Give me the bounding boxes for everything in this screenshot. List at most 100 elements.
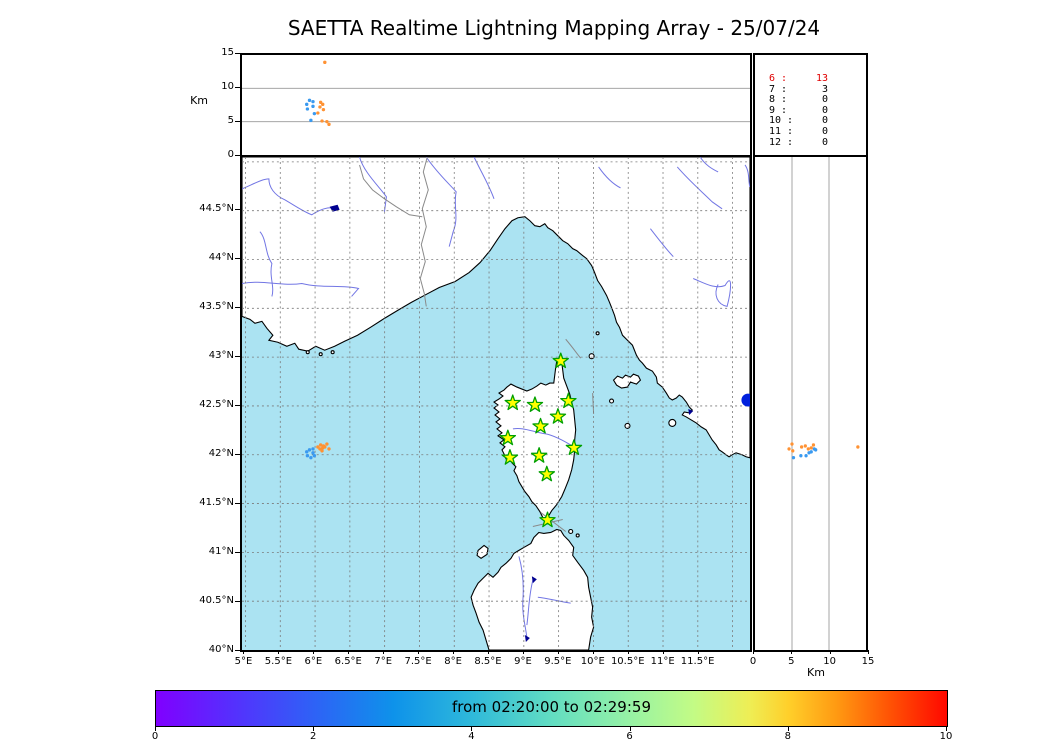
sardinia-coast xyxy=(470,528,595,650)
tick-mark xyxy=(418,650,420,654)
tick-mark xyxy=(235,453,240,455)
station-count-rows: 6 : 13 7 : 3 8 : 0 9 : 0 10 : 0 11 : 0 12 : 0 xyxy=(755,55,866,148)
giglio-island xyxy=(668,418,677,427)
lightning-source-dot xyxy=(320,119,324,123)
tick-mark xyxy=(787,727,789,731)
right-altitude-axis-label: Km xyxy=(807,666,825,679)
lightning-source-dot xyxy=(327,447,331,451)
tick-mark xyxy=(235,600,240,602)
tick-mark xyxy=(235,121,240,122)
rivers-layer xyxy=(242,157,750,639)
tick-mark xyxy=(471,727,473,731)
lightning-source-dot xyxy=(803,444,807,448)
longitude-tick-label: 11°E xyxy=(650,656,675,667)
tick-mark xyxy=(557,650,559,654)
colorbar-tick-label: 2 xyxy=(310,731,317,742)
tick-mark xyxy=(235,208,240,210)
right-altitude-tick-label: 5 xyxy=(788,656,795,667)
station-count-table: 6 : 13 7 : 3 8 : 0 9 : 0 10 : 0 11 : 0 12 : 0 xyxy=(753,53,868,157)
map-data-layer xyxy=(305,352,750,528)
tick-mark xyxy=(235,404,240,406)
tick-mark xyxy=(868,650,869,654)
latitude-tick-label: 40.5°N xyxy=(199,594,234,606)
lakes-layer xyxy=(329,204,694,643)
map-panel xyxy=(240,155,752,652)
station-count-key: 8 : xyxy=(769,94,788,106)
lightning-source-dot xyxy=(811,443,816,447)
maddalena-island-2 xyxy=(575,533,580,538)
lightning-source-dot xyxy=(856,445,860,449)
lightning-source-dot xyxy=(323,60,327,64)
tick-mark xyxy=(235,155,240,156)
station-count-row: 7 : 3 xyxy=(769,83,858,96)
longitude-tick-label: 8°E xyxy=(444,656,462,667)
altitude-latitude-plot xyxy=(787,157,860,650)
longitude-tick-label: 9°E xyxy=(514,656,532,667)
station-count-key: 7 : xyxy=(769,83,788,95)
lightning-source-dot xyxy=(325,120,329,124)
tick-mark xyxy=(235,87,240,88)
lightning-source-dot xyxy=(787,447,791,451)
station-count-row: 8 : 0 xyxy=(769,95,858,106)
station-count-value: 0 xyxy=(821,115,828,127)
station-star xyxy=(499,429,517,446)
station-count-key: 9 : xyxy=(769,104,788,116)
asinara-island xyxy=(476,544,489,560)
lightning-source-dot xyxy=(307,98,312,102)
tick-mark xyxy=(235,306,240,308)
lightning-source-dot xyxy=(316,445,320,449)
longitude-tick-label: 10°E xyxy=(580,656,605,667)
station-star xyxy=(565,439,583,456)
station-star xyxy=(504,394,521,411)
lightning-source-dot xyxy=(311,104,315,108)
tick-mark xyxy=(313,727,315,731)
lightning-source-dot xyxy=(305,454,310,458)
tick-mark xyxy=(627,650,629,654)
lightning-source-dot xyxy=(309,118,313,123)
lightning-source-dot xyxy=(320,449,324,453)
altitude-tick-label: 15 xyxy=(221,47,234,58)
station-count-value: 0 xyxy=(821,136,828,148)
capraia-island xyxy=(588,353,595,360)
altitude-longitude-plot xyxy=(242,60,750,127)
station-star xyxy=(552,352,569,369)
colorbar-tick-label: 6 xyxy=(626,731,633,742)
colorbar-tick-label: 4 xyxy=(468,731,475,742)
map-svg xyxy=(242,157,750,650)
lightning-source-dot xyxy=(791,455,796,460)
coastline-layer xyxy=(242,157,750,650)
lightning-source-dot xyxy=(809,446,813,450)
lightning-source-dot xyxy=(318,105,322,109)
tick-mark xyxy=(235,551,240,553)
station-star xyxy=(532,417,549,434)
tick-mark xyxy=(791,650,793,654)
right-altitude-tick-label: 15 xyxy=(861,656,875,667)
tick-mark xyxy=(235,355,240,357)
tick-mark xyxy=(753,650,754,654)
station-count-row: 11 : 0 xyxy=(769,125,858,138)
hyeres-island-2 xyxy=(318,352,323,357)
lightning-source-dot xyxy=(799,445,804,449)
longitude-tick-label: 11.5°E xyxy=(680,656,715,667)
longitude-tick-label: 7°E xyxy=(374,656,393,667)
lightning-source-dot xyxy=(311,100,315,104)
longitude-tick-label: 10.5°E xyxy=(610,656,645,667)
longitude-tick-label: 6°E xyxy=(304,656,323,667)
station-count-row: 6 : 13 xyxy=(769,73,858,85)
station-count-value: 13 xyxy=(815,73,828,84)
latitude-tick-label: 42.5°N xyxy=(199,398,234,410)
gorgona-island xyxy=(595,331,600,336)
station-star xyxy=(526,396,544,413)
altitude-tick-label: 0 xyxy=(227,149,234,160)
right-altitude-tick-label: 0 xyxy=(749,656,757,667)
blue-location-marker xyxy=(741,393,750,407)
lightning-source-dot xyxy=(305,102,309,106)
station-star xyxy=(539,511,556,528)
lightning-source-dot xyxy=(812,447,816,451)
altitude-axis-label: Km xyxy=(190,94,208,107)
longitude-tick-label: 9.5°E xyxy=(544,656,572,667)
time-colorbar xyxy=(155,690,948,727)
station-count-value: 0 xyxy=(821,125,828,137)
tick-mark xyxy=(235,257,240,259)
lightning-source-dot xyxy=(321,444,326,448)
